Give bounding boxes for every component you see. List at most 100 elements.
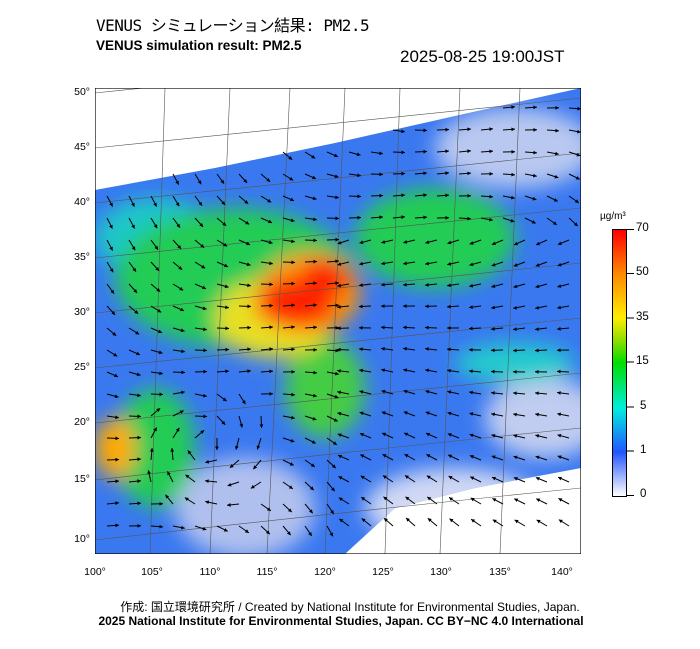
wind-arrow-head: [489, 194, 493, 199]
wind-arrow-head: [445, 193, 449, 198]
wind-arrow-head: [535, 477, 540, 481]
colorbar-tick-label: 70: [636, 222, 649, 234]
wind-arrow-head: [167, 471, 171, 476]
wind-arrow-head: [491, 326, 495, 331]
wind-arrow-head: [203, 369, 207, 374]
wind-arrow-head: [220, 179, 225, 184]
wind-arrow-head: [337, 283, 341, 288]
wind-arrow-head: [489, 171, 493, 176]
wind-arrow-head: [291, 303, 295, 308]
wind-arrow-head: [557, 348, 561, 353]
wind-arrow-head: [423, 193, 427, 198]
wind-arrow-head: [359, 411, 364, 416]
wind-arrow-head: [165, 494, 170, 499]
lat-label: 15°: [74, 473, 90, 485]
wind-arrow-head: [291, 260, 295, 265]
wind-arrow-head: [359, 390, 364, 394]
wind-arrow-head: [159, 371, 163, 376]
wind-arrow-head: [156, 288, 161, 292]
lat-label: 25°: [74, 361, 90, 373]
wind-arrow-head: [513, 434, 518, 438]
wind-arrow-head: [337, 304, 341, 309]
wind-arrow-head: [448, 476, 453, 480]
wind-arrow-head: [427, 518, 432, 522]
wind-arrow-head: [557, 369, 561, 374]
wind-arrow-head: [489, 127, 493, 132]
colorbar: [612, 229, 627, 497]
wind-arrow-head: [153, 224, 158, 229]
wind-arrow-head: [535, 348, 539, 353]
wind-arrow-head: [447, 347, 451, 352]
wind-arrow-head: [227, 482, 232, 487]
lon-label: 140°: [551, 566, 573, 578]
wind-arrow-head: [359, 261, 364, 266]
wind-arrow-head: [379, 193, 383, 198]
colorbar-unit: µg/m³: [600, 211, 626, 222]
wind-arrow-head: [224, 263, 228, 268]
wind-arrow-head: [137, 435, 141, 440]
wind-arrow-head: [491, 348, 495, 353]
wind-arrow-head: [535, 327, 539, 331]
wind-arrow-head: [269, 391, 273, 396]
wind-arrow-head: [225, 326, 229, 331]
wind-arrow-head: [381, 282, 385, 287]
wind-arrow-head: [109, 224, 113, 229]
wind-arrow-head: [114, 394, 119, 399]
wind-arrow-head: [176, 223, 181, 228]
wind-arrow-head: [180, 307, 184, 312]
wind-arrow-head: [557, 412, 562, 417]
wind-arrow-head: [115, 501, 119, 506]
wind-arrow-head: [178, 266, 183, 270]
wind-arrow-head: [115, 523, 119, 528]
wind-arrow-head: [338, 476, 343, 480]
wind-arrow-head: [511, 105, 515, 110]
wind-arrow-head: [202, 285, 206, 290]
wind-arrow-head: [247, 325, 251, 330]
wind-arrow-head: [532, 173, 537, 178]
wind-arrow-head: [401, 129, 405, 134]
wind-arrow-head: [177, 244, 182, 249]
wind-arrow-head: [159, 524, 163, 529]
wind-arrow-head: [225, 369, 229, 374]
wind-arrow-head: [469, 305, 473, 309]
wind-arrow-head: [359, 304, 363, 309]
wind-arrow-head: [533, 105, 537, 110]
wind-arrow-head: [558, 476, 563, 481]
lat-label: 50°: [74, 86, 90, 98]
wind-arrow-head: [510, 195, 515, 200]
wind-arrow-head: [403, 389, 408, 394]
wind-arrow-head: [555, 128, 559, 133]
wind-arrow-head: [423, 128, 427, 133]
wind-arrow-head: [247, 304, 251, 309]
wind-arrow-head: [404, 432, 409, 437]
wind-arrow-head: [535, 391, 539, 396]
wind-arrow-head: [131, 246, 136, 251]
wind-arrow-head: [333, 418, 338, 422]
wind-arrow-head: [575, 176, 580, 180]
wind-arrow-head: [175, 202, 180, 207]
wind-arrow-head: [449, 518, 454, 523]
wind-arrow-head: [199, 222, 204, 227]
wind-arrow-head: [359, 325, 363, 330]
wind-arrow-head: [381, 368, 386, 373]
wind-arrow-head: [426, 454, 431, 458]
wind-arrow-head: [312, 393, 317, 398]
wind-arrow-head: [313, 238, 317, 243]
wind-arrow-head: [535, 412, 539, 417]
wind-arrow-head: [339, 518, 344, 523]
wind-arrow-head: [405, 496, 410, 501]
wind-arrow-head: [535, 263, 540, 267]
wind-arrow-head: [488, 217, 493, 222]
wind-arrow-head: [114, 373, 118, 378]
colorbar-tick-label: 50: [636, 266, 649, 278]
wind-arrow-head: [137, 523, 141, 528]
wind-arrow-head: [470, 497, 475, 502]
wind-arrow-head: [250, 484, 255, 489]
wind-arrow-head: [203, 348, 207, 353]
wind-arrow-head: [198, 201, 203, 206]
wind-arrow-head: [313, 217, 317, 222]
wind-arrow-head: [291, 369, 295, 374]
wind-arrow-head: [159, 501, 163, 506]
wind-arrow-head: [109, 268, 114, 273]
wind-arrow-head: [447, 283, 451, 288]
